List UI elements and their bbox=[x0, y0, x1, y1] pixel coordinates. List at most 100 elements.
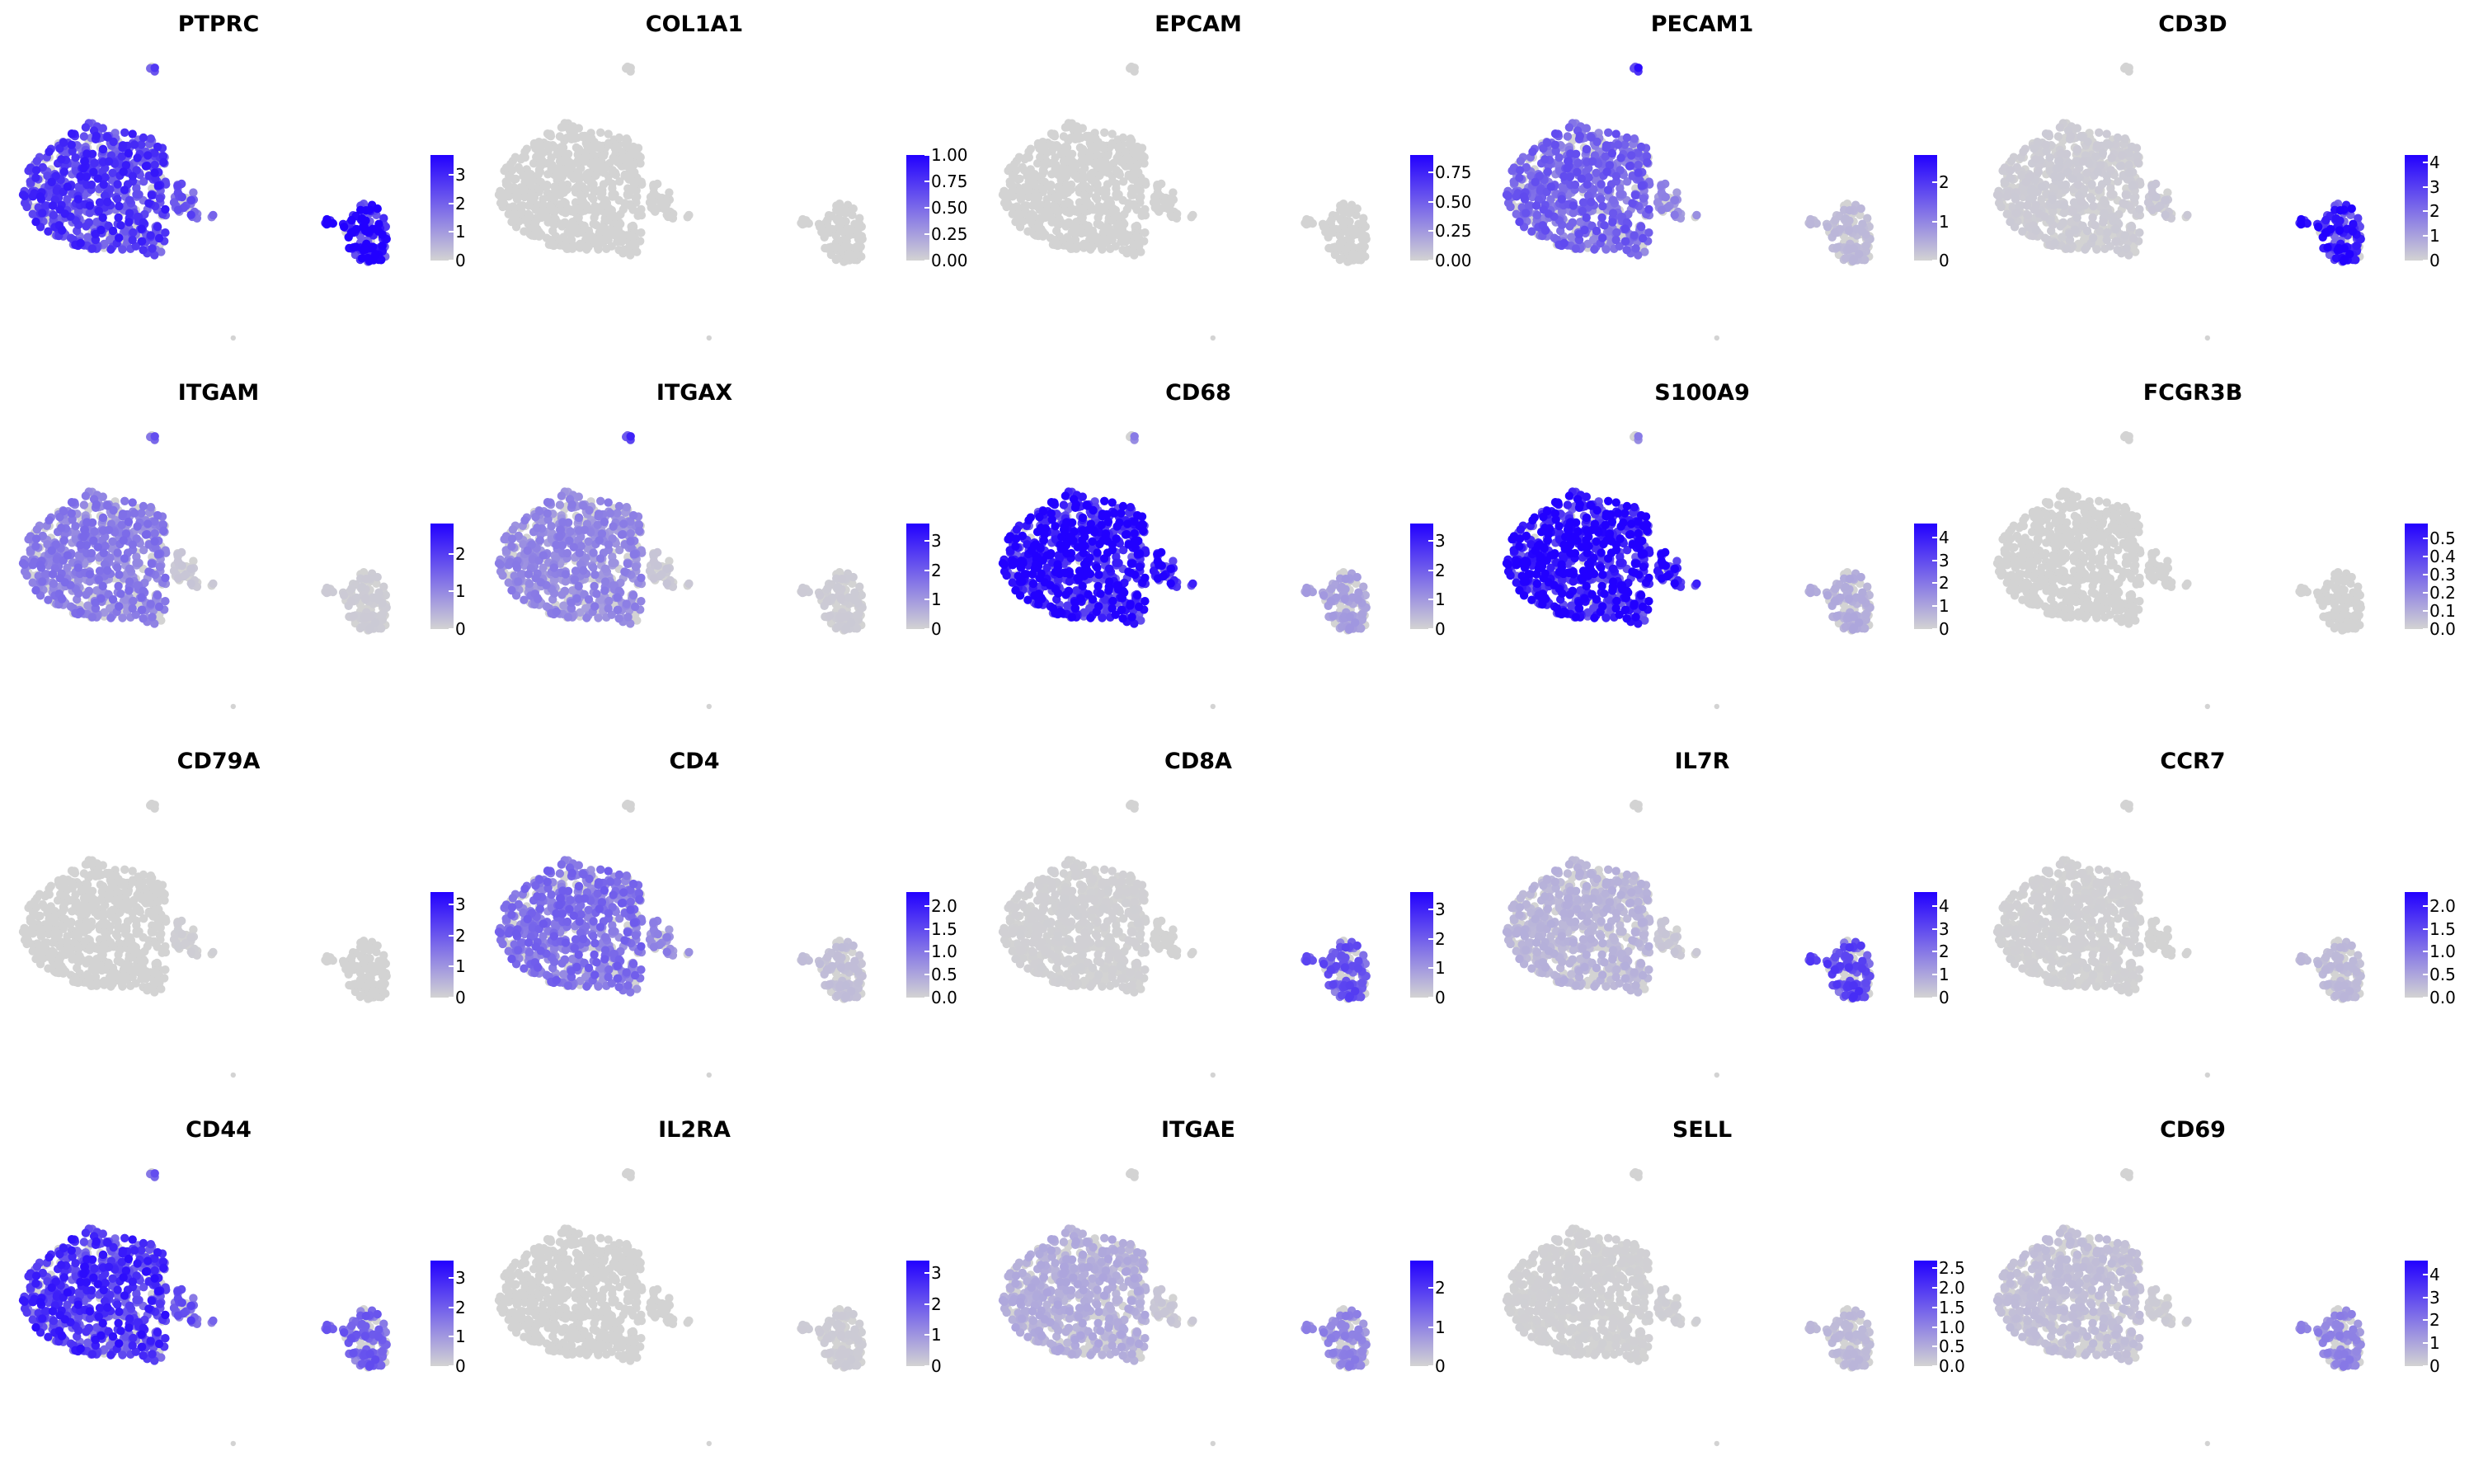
cell-point bbox=[589, 150, 598, 159]
feature-plot-epcam: EPCAM 0.00 0.25 0.50 0.75 bbox=[980, 0, 1483, 367]
cell-point bbox=[628, 142, 638, 152]
cell-point bbox=[1637, 181, 1647, 190]
cell-point bbox=[2088, 213, 2097, 223]
cell-point bbox=[2120, 134, 2130, 143]
cell-point bbox=[148, 244, 157, 253]
cell-point bbox=[2091, 152, 2100, 161]
cell-point bbox=[1336, 205, 1345, 214]
cell-point bbox=[637, 177, 646, 186]
cell-point bbox=[1153, 198, 1162, 207]
colorbar-tick-label: 0.00 bbox=[931, 251, 968, 270]
colorbar-tickmark bbox=[449, 174, 454, 176]
cell-point bbox=[1849, 244, 1858, 253]
cell-point bbox=[87, 180, 96, 190]
cell-point bbox=[587, 134, 596, 143]
cell-point bbox=[1344, 226, 1354, 236]
cell-point bbox=[1132, 142, 1142, 152]
cell-point bbox=[138, 237, 147, 246]
cell-point bbox=[574, 147, 583, 156]
cell-point bbox=[1136, 192, 1145, 201]
cell-point bbox=[1526, 171, 1536, 181]
cell-point bbox=[1131, 232, 1141, 242]
cell-point bbox=[602, 244, 611, 253]
cell-point bbox=[1352, 204, 1362, 214]
cell-point bbox=[2050, 171, 2059, 181]
cell-point bbox=[580, 222, 589, 231]
cell-point bbox=[2078, 157, 2088, 166]
cell-point bbox=[2135, 204, 2144, 214]
cell-point bbox=[1540, 155, 1550, 164]
cell-point bbox=[1566, 149, 1575, 158]
cell-point bbox=[169, 198, 179, 207]
cell-point bbox=[1051, 153, 1060, 162]
cell-point bbox=[591, 209, 600, 218]
cell-point bbox=[2111, 140, 2120, 149]
cell-point bbox=[842, 206, 851, 216]
cell-point bbox=[1603, 186, 1613, 195]
cell-point bbox=[1022, 201, 1031, 210]
cell-point bbox=[117, 520, 126, 529]
cell-point bbox=[63, 551, 73, 560]
cell-point bbox=[2112, 237, 2121, 246]
cell-point bbox=[2297, 219, 2306, 229]
cell-point bbox=[365, 623, 375, 632]
cell-point bbox=[1083, 242, 1092, 251]
umap-scatter bbox=[1992, 62, 2365, 341]
cell-point bbox=[128, 235, 137, 245]
cell-point bbox=[1071, 131, 1080, 141]
cell-point bbox=[2354, 214, 2363, 223]
cell-point bbox=[1100, 128, 1109, 137]
cell-point bbox=[67, 498, 77, 507]
cell-point bbox=[2082, 168, 2091, 177]
cell-point bbox=[45, 147, 54, 157]
cell-point bbox=[124, 148, 134, 158]
cell-point bbox=[1054, 220, 1063, 229]
cell-point bbox=[82, 541, 92, 550]
cell-point bbox=[2015, 201, 2024, 210]
cell-point bbox=[565, 222, 574, 231]
cell-point bbox=[832, 205, 841, 214]
cell-point bbox=[143, 151, 153, 160]
cell-point bbox=[125, 209, 134, 218]
cell-point bbox=[2056, 172, 2066, 181]
cell-point bbox=[1841, 214, 1851, 223]
cell-point bbox=[379, 214, 388, 223]
cell-point bbox=[2006, 157, 2016, 166]
cell-point bbox=[1328, 225, 1337, 235]
cell-point bbox=[1079, 191, 1089, 200]
cell-point bbox=[649, 205, 659, 214]
cell-point bbox=[31, 217, 40, 227]
cell-point bbox=[1714, 335, 1719, 341]
cell-point bbox=[2092, 141, 2102, 150]
cell-point bbox=[1546, 195, 1555, 204]
cell-point bbox=[1661, 192, 1670, 202]
cell-point bbox=[118, 141, 128, 150]
cell-point bbox=[2335, 206, 2345, 215]
cell-point bbox=[2095, 161, 2105, 170]
cell-point bbox=[2102, 129, 2111, 139]
cell-point bbox=[20, 567, 30, 576]
cell-point bbox=[1088, 176, 1097, 185]
cell-point bbox=[63, 195, 72, 204]
cell-point bbox=[59, 536, 69, 545]
cell-point bbox=[2147, 181, 2157, 190]
cell-point bbox=[2135, 228, 2144, 237]
cell-point bbox=[589, 186, 599, 195]
cell-point bbox=[1084, 148, 1094, 157]
cell-point bbox=[169, 566, 179, 575]
cell-point bbox=[1634, 63, 1643, 73]
cell-point bbox=[572, 158, 581, 167]
cell-point bbox=[2092, 245, 2101, 254]
cell-point bbox=[1611, 171, 1621, 181]
cell-point bbox=[1051, 237, 1060, 246]
cell-point bbox=[1079, 204, 1088, 213]
cell-point bbox=[35, 192, 45, 201]
cell-point bbox=[649, 198, 658, 207]
cell-point bbox=[47, 546, 56, 555]
cell-point bbox=[1551, 147, 1560, 156]
cell-point bbox=[1857, 227, 1867, 236]
cell-point bbox=[47, 177, 56, 186]
cell-point bbox=[1141, 228, 1150, 237]
cell-point bbox=[1161, 201, 1170, 210]
cell-point bbox=[2002, 209, 2011, 218]
